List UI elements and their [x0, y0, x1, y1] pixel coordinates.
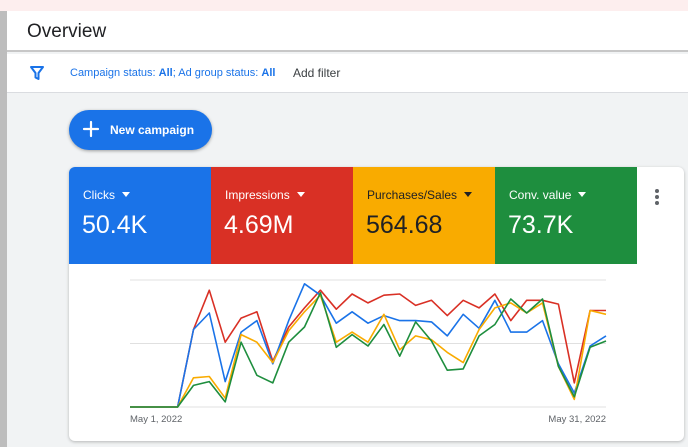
metric-name[interactable]: Conv. value	[509, 188, 587, 202]
x-tick-label: May 31, 2022	[548, 414, 606, 425]
plus-icon	[82, 120, 100, 138]
caret-down-icon	[464, 192, 473, 197]
caret-down-icon	[578, 192, 587, 197]
performance-chart: May 1, 2022 May 31, 2022	[130, 279, 607, 425]
performance-card: Clicks 50.4K Impressions 4.69M Purchases…	[69, 167, 684, 441]
page-title: Overview	[27, 21, 107, 42]
filter-separator: ;	[172, 67, 179, 79]
new-campaign-button[interactable]: New campaign	[69, 110, 212, 150]
caret-down-icon	[296, 192, 305, 197]
metric-name[interactable]: Impressions	[225, 188, 305, 202]
metric-value: 50.4K	[82, 211, 148, 239]
filter-bar: Campaign status: All; Ad group status: A…	[7, 54, 688, 93]
metric-tile-clicks[interactable]: Clicks 50.4K	[69, 167, 211, 264]
x-tick-label: May 1, 2022	[130, 414, 182, 425]
adgroup-status-value: All	[261, 67, 276, 79]
series-line-impressions	[130, 289, 606, 408]
filter-icon[interactable]	[29, 65, 45, 81]
add-filter-button[interactable]: Add filter	[293, 66, 341, 80]
page-header: Overview	[7, 11, 688, 52]
metric-tile-conv-value[interactable]: Conv. value 73.7K	[495, 167, 637, 264]
top-strip	[0, 0, 688, 11]
metric-value: 73.7K	[508, 211, 574, 239]
caret-down-icon	[122, 192, 130, 197]
adgroup-status-label: Ad group status:	[178, 67, 262, 79]
metric-value: 564.68	[366, 211, 443, 239]
more-options-icon[interactable]	[654, 189, 660, 207]
left-rail	[0, 11, 7, 447]
campaign-status-value: All	[158, 67, 173, 79]
metric-value: 4.69M	[224, 211, 294, 239]
metric-tile-purchases[interactable]: Purchases/Sales 564.68	[353, 167, 495, 264]
campaign-status-label: Campaign status:	[70, 67, 159, 79]
new-campaign-label: New campaign	[110, 123, 195, 137]
metric-tile-impressions[interactable]: Impressions 4.69M	[211, 167, 353, 264]
metric-name[interactable]: Clicks	[83, 188, 130, 202]
series-line-conv-value	[130, 291, 607, 408]
series-line-clicks	[130, 282, 607, 408]
metric-name[interactable]: Purchases/Sales	[367, 188, 473, 202]
filter-summary[interactable]: Campaign status: All; Ad group status: A…	[70, 67, 275, 79]
